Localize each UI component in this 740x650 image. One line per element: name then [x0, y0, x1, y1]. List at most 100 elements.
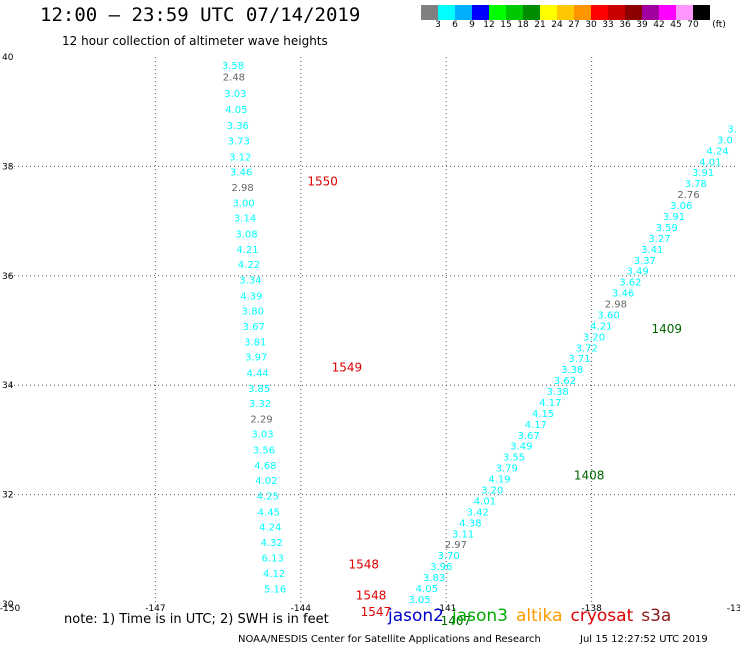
wave-height-value: 3.80 — [242, 307, 264, 318]
wave-height-value: 3.85 — [248, 384, 270, 395]
wave-height-value: 4.32 — [261, 538, 283, 549]
colorbar-swatch — [574, 5, 591, 20]
wave-height-value: 4.17 — [525, 420, 547, 431]
wave-height-value: 4.19 — [488, 475, 510, 486]
colorbar-label: 12 — [483, 20, 495, 30]
wave-height-value: 3.78 — [685, 179, 707, 190]
wave-height-value: 3.36 — [227, 121, 249, 132]
y-tick-label: 38 — [2, 162, 14, 172]
colorbar-label: 15 — [500, 20, 512, 30]
colorbar-label: 36 — [619, 20, 631, 30]
wave-height-value: 6.13 — [262, 553, 284, 564]
colorbar-swatch — [489, 5, 506, 20]
colorbar-swatch — [642, 5, 659, 20]
wave-height-value: 4.05 — [225, 105, 247, 116]
wave-height-value: 3.37 — [634, 256, 656, 267]
colorbar-label: 27 — [568, 20, 580, 30]
wave-height-value: 3.32 — [249, 399, 271, 410]
wave-height-value: 3.05 — [408, 595, 430, 606]
wave-height-value: 3.42 — [467, 507, 489, 518]
pass-time-label: 1549 — [332, 361, 363, 375]
colorbar-swatch — [659, 5, 676, 20]
wave-height-value: 4.24 — [706, 146, 728, 157]
wave-height-value: 4.39 — [240, 291, 262, 302]
satellite-legend: jason2 jason3 altika cryosat s3a — [388, 606, 679, 626]
colorbar-label: 21 — [534, 20, 546, 30]
legend-cryosat: cryosat — [570, 606, 634, 626]
wave-height-value: 4.44 — [247, 368, 269, 379]
colorbar-label: 30 — [585, 20, 597, 30]
wave-height-value: 3.11 — [452, 529, 474, 540]
pass-time-label: 1550 — [307, 175, 338, 189]
wave-height-value: 3.38 — [547, 387, 569, 398]
wave-height-value: 3.62 — [554, 376, 576, 387]
colorbar-label: 6 — [452, 20, 458, 30]
chart-title: 12:00 — 23:59 UTC 07/14/2019 — [40, 4, 361, 26]
y-tick-label: 34 — [2, 381, 14, 391]
colorbar-swatch — [472, 5, 489, 20]
colorbar-swatch — [676, 5, 693, 20]
wave-height-value: 3.08 — [235, 230, 257, 241]
footer-note: note: 1) Time is in UTC; 2) SWH is in fe… — [64, 612, 329, 627]
wave-height-value: 4.01 — [699, 157, 721, 168]
wave-height-value: 3.58 — [222, 61, 244, 72]
wave-height-value: 4.45 — [258, 507, 280, 518]
wave-height-value: 2.29 — [250, 414, 272, 425]
wave-height-value: 2.97 — [445, 540, 467, 551]
wave-height-value: 3.60 — [597, 310, 619, 321]
pass-time-label: 1547 — [361, 605, 392, 619]
wave-height-value: 3.03 — [224, 89, 246, 100]
x-tick-label: -138 — [581, 604, 602, 614]
wave-height-value: 2.98 — [605, 300, 627, 311]
wave-height-value: 4.17 — [539, 398, 561, 409]
wave-height-value: 4.15 — [532, 409, 554, 420]
wave-height-value: 4.02 — [255, 476, 277, 487]
chart-subtitle: 12 hour collection of altimeter wave hei… — [62, 34, 328, 48]
wave-height-value: 3.38 — [561, 365, 583, 376]
colorbar-label: 45 — [670, 20, 682, 30]
colorbar-swatch — [591, 5, 608, 20]
footer-credit: NOAA/NESDIS Center for Satellite Applica… — [238, 634, 541, 645]
wave-height-value: 4.21 — [590, 321, 612, 332]
wave-height-value: 2.98 — [232, 183, 254, 194]
wave-height-value: 3.0 — [717, 135, 733, 146]
x-tick-label: -144 — [291, 604, 312, 614]
pass-time-label: 1548 — [356, 589, 387, 603]
wave-height-value: 3.34 — [239, 275, 261, 286]
wave-height-value: 5.16 — [264, 585, 286, 596]
wave-height-value: 3.71 — [568, 354, 590, 365]
wave-height-value: 2.76 — [677, 190, 699, 201]
colorbar-swatch — [557, 5, 574, 20]
wave-height-value: 3.73 — [228, 137, 250, 148]
wave-height-value: 4.21 — [236, 245, 258, 256]
wave-height-value: 3.46 — [230, 168, 252, 179]
wave-height-value: 3.03 — [251, 430, 273, 441]
colorbar-label: 42 — [653, 20, 665, 30]
colorbar-swatch — [506, 5, 523, 20]
wave-height-value: 3.59 — [656, 223, 678, 234]
pass-time-label: 1409 — [651, 322, 682, 336]
y-tick-label: 30 — [2, 600, 14, 610]
wave-height-value: 4.12 — [263, 569, 285, 580]
wave-height-value: 3.41 — [641, 245, 663, 256]
colorbar-unit: (ft) — [712, 20, 726, 30]
colorbar-swatch — [455, 5, 472, 20]
wave-height-value: 4.22 — [238, 260, 260, 271]
colorbar-label: 39 — [636, 20, 648, 30]
wave-height-value: 3.81 — [244, 337, 266, 348]
wave-height-value: 3.06 — [670, 201, 692, 212]
pass-time-label: 1407 — [441, 614, 472, 628]
pass-time-label: 1548 — [349, 557, 380, 571]
colorbar-swatch — [421, 5, 438, 20]
wave-height-value: 3.67 — [243, 322, 265, 333]
wave-height-value: 3.79 — [496, 464, 518, 475]
wave-height-value: 3.14 — [234, 214, 256, 225]
wave-height-value: 3.67 — [517, 431, 539, 442]
colorbar-label: 24 — [551, 20, 563, 30]
colorbar — [421, 5, 710, 20]
wave-height-value: 3.46 — [612, 289, 634, 300]
legend-s3a: s3a — [641, 606, 672, 626]
colorbar-label: 3 — [435, 20, 441, 30]
colorbar-swatch — [540, 5, 557, 20]
